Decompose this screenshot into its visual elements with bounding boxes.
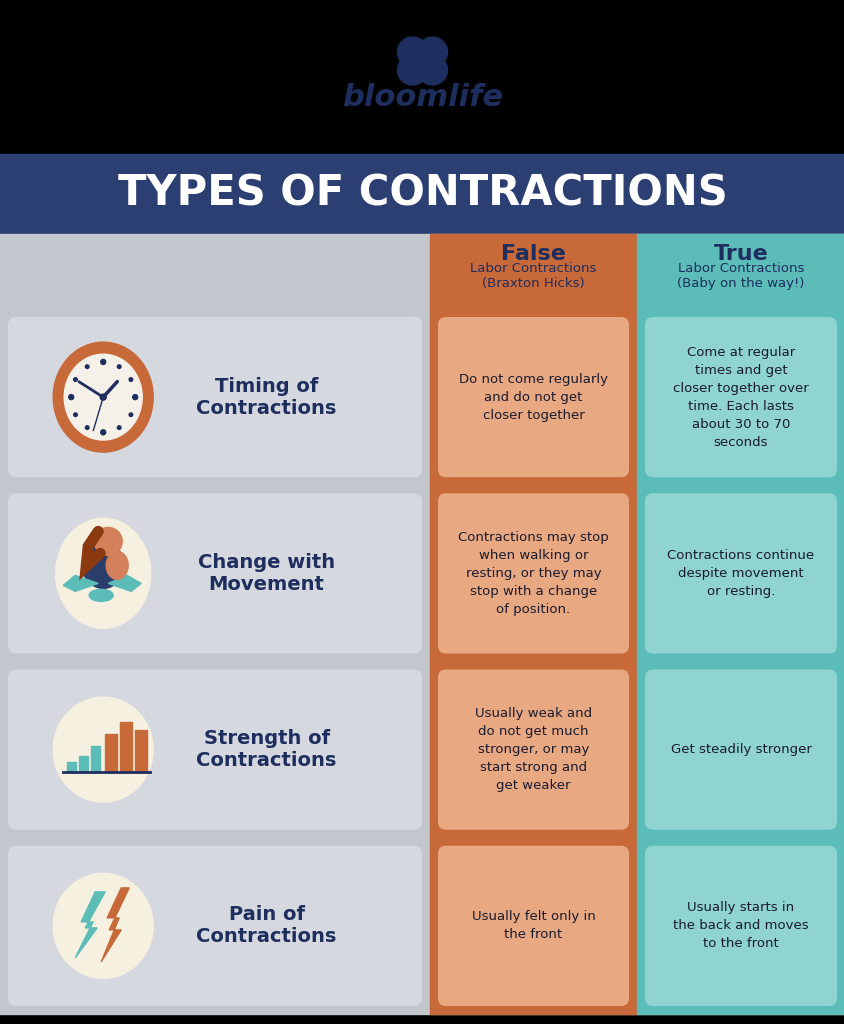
- Text: Pain of
Contractions: Pain of Contractions: [196, 905, 337, 946]
- Text: Contractions continue
despite movement
or resting.: Contractions continue despite movement o…: [667, 549, 814, 598]
- FancyBboxPatch shape: [644, 670, 836, 829]
- Circle shape: [100, 430, 106, 435]
- Text: bloomlife: bloomlife: [342, 84, 502, 113]
- Circle shape: [133, 394, 138, 399]
- Text: (Baby on the way!): (Baby on the way!): [677, 278, 803, 290]
- FancyBboxPatch shape: [644, 494, 836, 653]
- Text: Usually starts in
the back and moves
to the front: Usually starts in the back and moves to …: [673, 901, 808, 950]
- Bar: [120, 722, 132, 772]
- Text: False: False: [500, 244, 565, 263]
- Ellipse shape: [53, 873, 153, 978]
- FancyBboxPatch shape: [644, 846, 836, 1006]
- FancyBboxPatch shape: [8, 494, 421, 653]
- Circle shape: [68, 394, 73, 399]
- Bar: [430, 234, 636, 1014]
- FancyBboxPatch shape: [644, 317, 836, 477]
- FancyBboxPatch shape: [437, 846, 628, 1006]
- Circle shape: [117, 426, 121, 429]
- Bar: [0, 234, 844, 1014]
- FancyBboxPatch shape: [8, 317, 421, 477]
- Circle shape: [94, 527, 122, 555]
- Circle shape: [129, 413, 133, 417]
- Polygon shape: [101, 888, 129, 962]
- Text: Come at regular
times and get
closer together over
time. Each lasts
about 30 to : Come at regular times and get closer tog…: [673, 346, 808, 449]
- Text: Contractions may stop
when walking or
resting, or they may
stop with a change
of: Contractions may stop when walking or re…: [457, 530, 609, 615]
- Ellipse shape: [64, 354, 142, 440]
- Circle shape: [417, 55, 447, 85]
- Ellipse shape: [82, 543, 124, 589]
- Bar: [105, 733, 117, 772]
- Text: Timing of
Contractions: Timing of Contractions: [196, 377, 337, 418]
- Bar: [91, 745, 100, 772]
- Ellipse shape: [56, 518, 150, 629]
- Text: Get steadily stronger: Get steadily stronger: [670, 743, 810, 756]
- Text: Change with
Movement: Change with Movement: [197, 553, 335, 594]
- Text: Labor Contractions: Labor Contractions: [470, 262, 596, 275]
- Circle shape: [100, 394, 106, 400]
- Circle shape: [397, 37, 427, 67]
- Circle shape: [117, 365, 121, 369]
- Circle shape: [417, 37, 447, 67]
- Text: Usually felt only in
the front: Usually felt only in the front: [471, 910, 595, 941]
- FancyBboxPatch shape: [8, 846, 421, 1006]
- Text: Usually weak and
do not get much
stronger, or may
start strong and
get weaker: Usually weak and do not get much stronge…: [474, 708, 592, 793]
- Ellipse shape: [89, 590, 113, 601]
- Ellipse shape: [106, 551, 128, 580]
- FancyBboxPatch shape: [437, 317, 628, 477]
- Circle shape: [85, 426, 89, 429]
- Circle shape: [129, 378, 133, 381]
- Ellipse shape: [53, 697, 153, 802]
- Bar: [68, 762, 76, 772]
- Circle shape: [73, 378, 77, 381]
- Text: Labor Contractions: Labor Contractions: [677, 262, 803, 275]
- Ellipse shape: [53, 342, 153, 453]
- Bar: [79, 756, 88, 772]
- Circle shape: [397, 55, 427, 85]
- FancyBboxPatch shape: [8, 670, 421, 829]
- FancyBboxPatch shape: [437, 670, 628, 829]
- Bar: [0, 154, 844, 234]
- Polygon shape: [108, 575, 141, 592]
- Text: Do not come regularly
and do not get
closer together: Do not come regularly and do not get clo…: [458, 373, 608, 422]
- Circle shape: [100, 359, 106, 365]
- Text: TYPES OF CONTRACTIONS: TYPES OF CONTRACTIONS: [117, 173, 727, 215]
- Bar: [0, 0, 844, 154]
- Polygon shape: [63, 575, 98, 592]
- Circle shape: [73, 413, 77, 417]
- Text: Strength of
Contractions: Strength of Contractions: [196, 729, 337, 770]
- FancyBboxPatch shape: [437, 494, 628, 653]
- Bar: [135, 730, 147, 772]
- Text: True: True: [713, 244, 767, 263]
- Polygon shape: [75, 892, 105, 957]
- Bar: [636, 234, 844, 1014]
- Text: (Braxton Hicks): (Braxton Hicks): [482, 278, 584, 290]
- Circle shape: [85, 365, 89, 369]
